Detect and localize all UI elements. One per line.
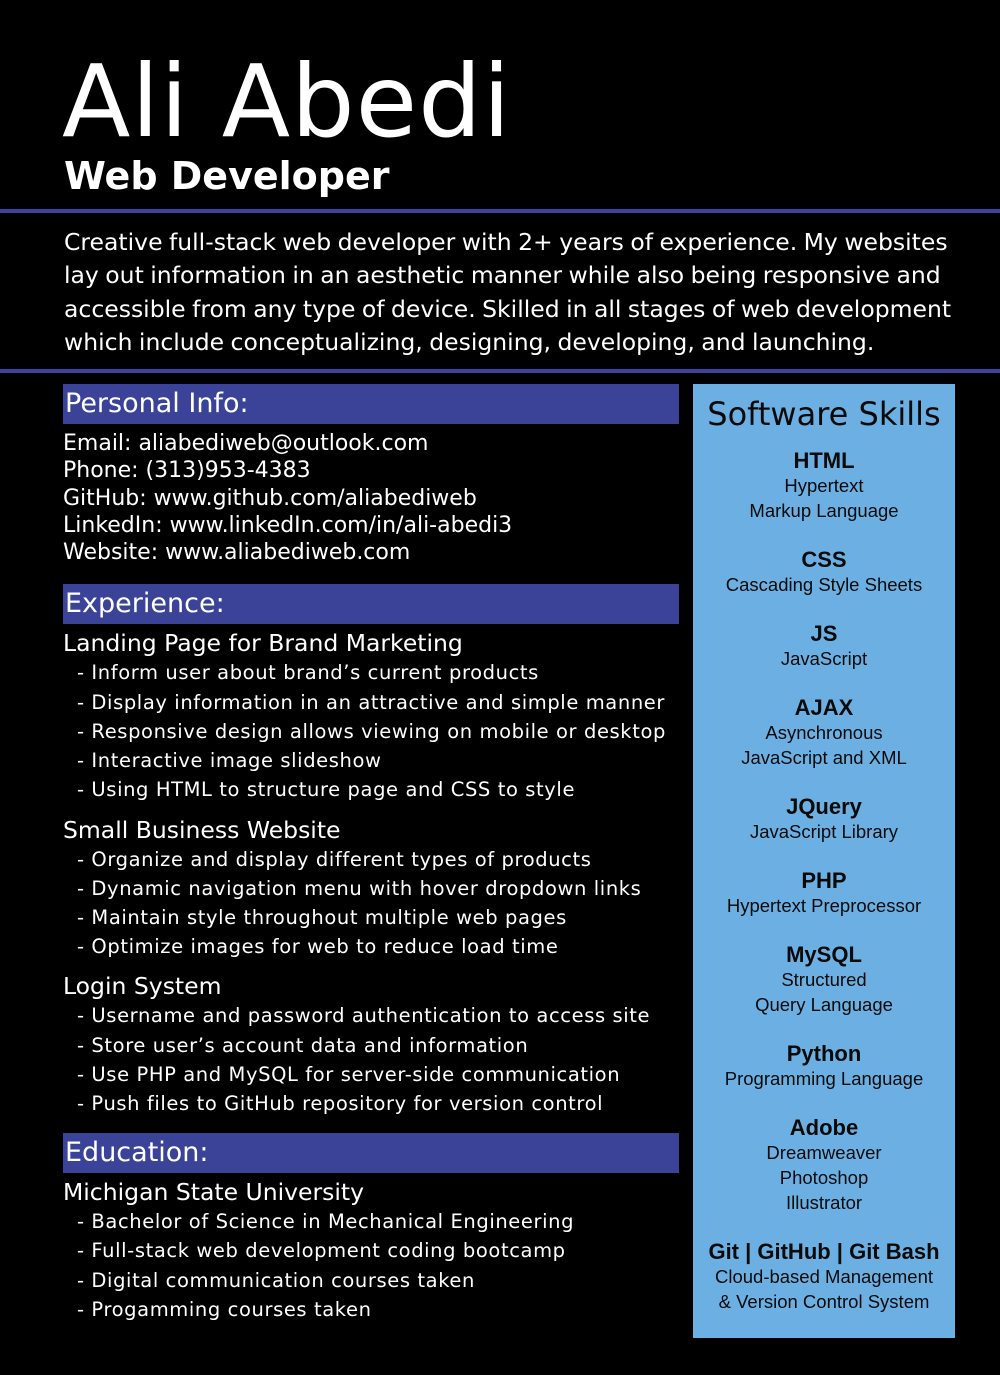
skill-python: Python Programming Language [693,1041,955,1091]
skill-desc: Cascading Style Sheets [725,574,923,595]
project-small-business: Small Business Website - Organize and di… [63,815,679,962]
website-item: Website: www.aliabediweb.com [63,540,411,566]
skills-heading: Software Skills [707,395,941,433]
skill-ajax: AJAX Asynchronous JavaScript and XML [693,695,955,770]
skill-desc: Cloud-based Management [714,1266,934,1287]
skill-desc: Illustrator [785,1192,863,1213]
skill-name: Git | GitHub | Git Bash [708,1239,940,1264]
skill-html: HTML Hypertext Markup Language [693,448,955,523]
project-title: Landing Page for Brand Marketing [63,629,463,658]
skill-name: JQuery [786,794,862,819]
list-item: - Username and password authentication t… [77,1004,651,1028]
skill-desc: & Version Control System [718,1291,930,1312]
skill-desc: JavaScript [780,648,868,669]
project-bullets: - Organize and display different types o… [63,845,679,962]
skill-desc: Markup Language [749,500,899,521]
github-item: GitHub: www.github.com/aliabediweb [63,485,477,511]
list-item: - Progamming courses taken [77,1297,372,1321]
skill-name: JS [810,621,838,646]
personal-info-heading: Personal Info: [63,384,679,424]
skill-desc: Hypertext Preprocessor [726,895,922,916]
resume-name: Ali Abedi [62,43,512,160]
skill-git: Git | GitHub | Git Bash Cloud-based Mana… [693,1239,955,1314]
education-heading: Education: [63,1133,679,1174]
summary-divider [0,369,1000,373]
list-item: - Optimize images for web to reduce load… [77,935,559,959]
list-item: - Use PHP and MySQL for server-side comm… [77,1062,621,1086]
list-item: - Responsive design allows viewing on mo… [77,719,666,743]
skill-name: CSS [801,547,847,572]
skill-name: AJAX [794,695,854,720]
skill-desc: Asynchronous [765,722,883,743]
skill-adobe: Adobe Dreamweaver Photoshop Illustrator [693,1115,955,1215]
phone-item: Phone: (313)953-4383 [63,458,311,484]
skill-name: HTML [793,448,855,473]
skill-name: PHP [801,868,847,893]
project-landing-page: Landing Page for Brand Marketing - Infor… [63,628,679,804]
list-item: - Bachelor of Science in Mechanical Engi… [77,1210,575,1234]
skill-desc: Dreamweaver [766,1142,882,1163]
skill-php: PHP Hypertext Preprocessor [693,868,955,918]
list-item: - Organize and display different types o… [77,847,592,871]
list-item: - Store user’s account data and informat… [77,1033,529,1057]
project-bullets: - Username and password authentication t… [63,1001,679,1118]
main-column: Personal Info: Email: aliabediweb@outloo… [63,384,679,1324]
skill-name: Adobe [789,1115,859,1140]
skill-desc: Query Language [755,994,893,1015]
project-title: Login System [63,972,222,1001]
skill-desc: JavaScript Library [749,821,899,842]
personal-info-list: Email: aliabediweb@outlook.com Phone: (3… [63,430,679,566]
skill-mysql: MySQL Structured Query Language [693,942,955,1017]
list-item: - Push files to GitHub repository for ve… [77,1091,604,1115]
list-item: - Using HTML to structure page and CSS t… [77,778,576,802]
list-item: - Digital communication courses taken [77,1268,475,1292]
job-title: Web Developer [64,154,390,198]
skill-name: MySQL [786,942,862,967]
skill-css: CSS Cascading Style Sheets [693,547,955,597]
summary-paragraph: Creative full-stack web developer with 2… [64,228,952,357]
skill-desc: Photoshop [779,1167,869,1188]
list-item: - Inform user about brand’s current prod… [77,661,539,685]
education-entry: Michigan State University - Bachelor of … [63,1177,679,1324]
education-bullets: - Bachelor of Science in Mechanical Engi… [63,1207,679,1324]
linkedin-item: LinkedIn: www.linkedIn.com/in/ali-abedi3 [63,512,513,538]
skill-name: Python [786,1041,862,1066]
header-divider [0,209,1000,213]
skill-desc: Structured [781,969,867,990]
list-item: - Display information in an attractive a… [77,690,665,714]
skill-desc: Hypertext [784,475,864,496]
skill-js: JS JavaScript [693,621,955,671]
software-skills-panel: Software Skills HTML Hypertext Markup La… [693,384,955,1338]
list-item: - Maintain style throughout multiple web… [77,905,567,929]
project-bullets: - Inform user about brand’s current prod… [63,658,679,804]
skill-desc: JavaScript and XML [741,747,907,768]
list-item: - Dynamic navigation menu with hover dro… [77,876,642,900]
email-item: Email: aliabediweb@outlook.com [63,431,429,456]
skill-jquery: JQuery JavaScript Library [693,794,955,844]
experience-heading: Experience: [63,584,679,625]
skill-desc: Programming Language [724,1068,924,1089]
school-name: Michigan State University [63,1178,365,1207]
list-item: - Interactive image slideshow [77,749,382,773]
project-login-system: Login System - Username and password aut… [63,971,679,1118]
project-title: Small Business Website [63,815,341,844]
list-item: - Full-stack web development coding boot… [77,1239,566,1263]
